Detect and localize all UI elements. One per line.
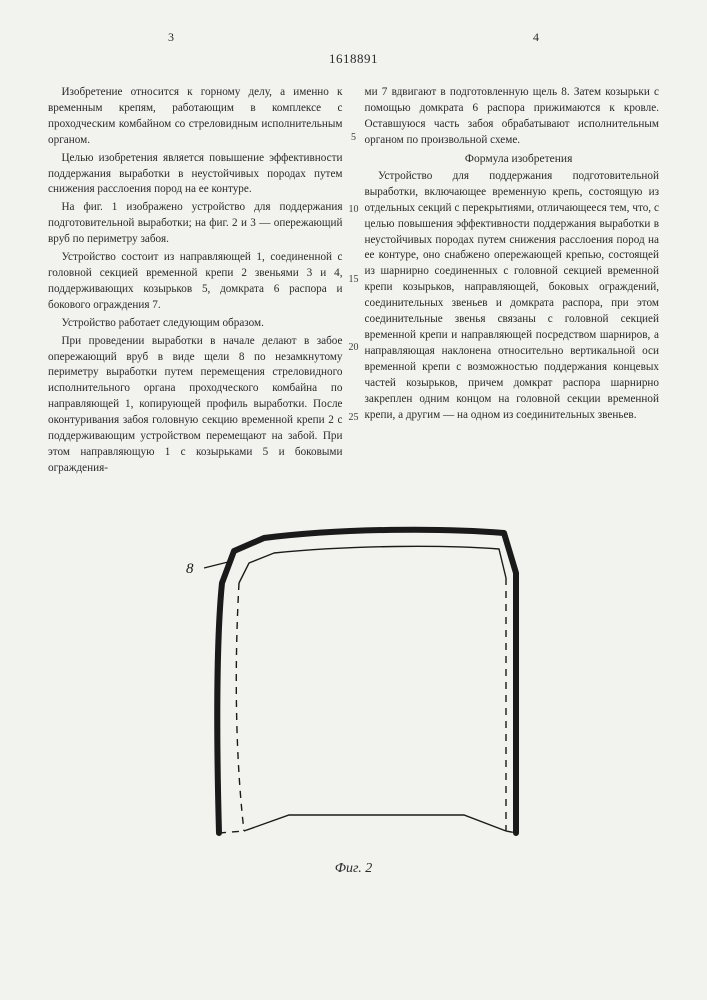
paragraph: Изобретение относится к горному делу, а … [48,85,343,149]
formula-title: Формула изобретения [365,151,660,167]
figure-svg: 8 [144,513,564,853]
col-num-left: 3 [168,30,174,45]
figure-caption: Фиг. 2 [48,861,659,877]
line-number: 25 [345,411,363,425]
line-number: 5 [345,131,363,145]
line-number: 10 [345,203,363,217]
left-column: Изобретение относится к горному делу, а … [48,85,343,479]
paragraph: ми 7 вдвигают в подготовленную щель 8. З… [365,85,660,149]
paragraph: Целью изобретения является повышение эфф… [48,151,343,199]
paragraph: При проведении выработки в начале делают… [48,334,343,477]
paragraph: Устройство работает следующим образом. [48,316,343,332]
line-number: 15 [345,273,363,287]
right-column: ми 7 вдвигают в подготовленную щель 8. З… [365,85,660,479]
col-num-right: 4 [533,30,539,45]
paragraph: Устройство для поддержания подготовитель… [365,169,660,424]
line-number: 20 [345,341,363,355]
figure-2: 8 Фиг. 2 [48,513,659,877]
paragraph: На фиг. 1 изображено устройство для подд… [48,200,343,248]
text-columns: 5 10 15 20 25 Изобретение относится к го… [48,85,659,479]
figure-label-8: 8 [186,561,194,577]
document-number: 1618891 [48,51,659,67]
paragraph: Устройство состоит из направляющей 1, со… [48,250,343,314]
